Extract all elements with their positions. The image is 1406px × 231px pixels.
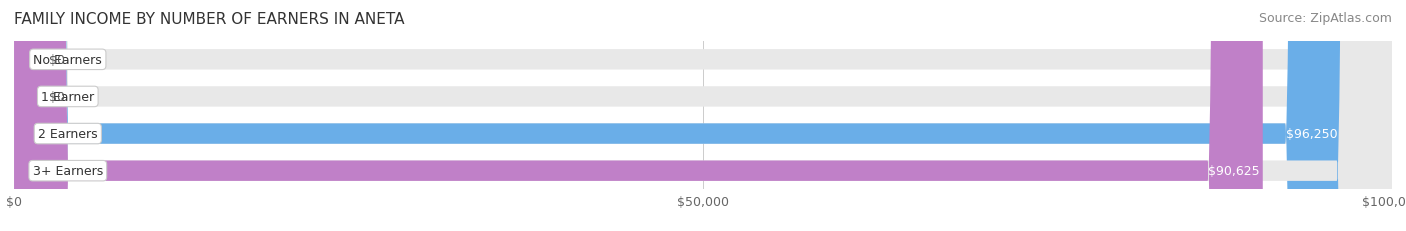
Text: No Earners: No Earners: [34, 54, 103, 67]
Text: $0: $0: [48, 91, 65, 103]
Text: 1 Earner: 1 Earner: [41, 91, 94, 103]
Text: 3+ Earners: 3+ Earners: [32, 164, 103, 177]
Text: $96,250: $96,250: [1286, 128, 1337, 140]
FancyBboxPatch shape: [14, 0, 1263, 231]
Text: $90,625: $90,625: [1208, 164, 1260, 177]
Text: $0: $0: [48, 54, 65, 67]
FancyBboxPatch shape: [14, 0, 1392, 231]
FancyBboxPatch shape: [14, 0, 1392, 231]
FancyBboxPatch shape: [14, 0, 1340, 231]
Text: 2 Earners: 2 Earners: [38, 128, 97, 140]
FancyBboxPatch shape: [14, 0, 1392, 231]
Text: FAMILY INCOME BY NUMBER OF EARNERS IN ANETA: FAMILY INCOME BY NUMBER OF EARNERS IN AN…: [14, 12, 405, 27]
FancyBboxPatch shape: [14, 0, 1392, 231]
Text: Source: ZipAtlas.com: Source: ZipAtlas.com: [1258, 12, 1392, 24]
